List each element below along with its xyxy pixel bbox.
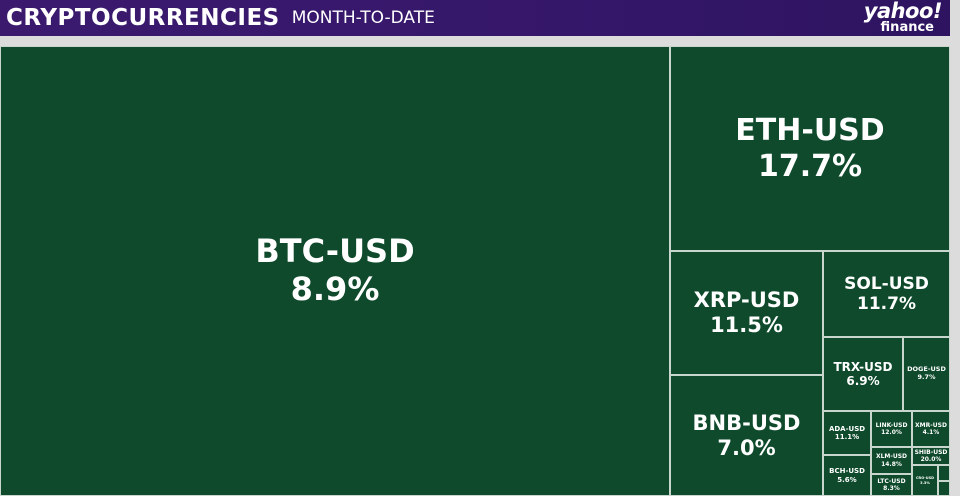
tile-label: LTC-USD — [877, 477, 906, 485]
tile-bnb-usd: BNB-USD 7.0% — [670, 375, 823, 496]
tile-label: DOGE-USD — [907, 365, 946, 374]
tile-value: 12.0% — [881, 429, 902, 436]
tile-label: ETH-USD — [735, 113, 885, 149]
tile-value: 4.1% — [922, 429, 940, 436]
tile-link-usd: LINK-USD 12.0% — [871, 411, 912, 447]
tile-value: 8.3% — [883, 485, 900, 492]
tile-sol-usd: SOL-USD 11.7% — [823, 251, 950, 337]
tile-value: 9.7% — [917, 373, 936, 381]
tile-label: TRX-USD — [833, 359, 893, 374]
chart-subtitle: MONTH-TO-DATE — [291, 8, 435, 28]
tile-btc-usd: BTC-USD 8.9% — [0, 46, 670, 496]
tile-trx-usd: TRX-USD 6.9% — [823, 337, 903, 411]
tile-value: 8.9% — [290, 270, 380, 308]
tile-label: XRP-USD — [693, 288, 800, 313]
tile-minor-2 — [938, 481, 950, 496]
tile-doge-usd: DOGE-USD 9.7% — [903, 337, 950, 411]
treemap: BTC-USD 8.9% ETH-USD 17.7% XRP-USD 11.5% SOL-U… — [0, 46, 950, 496]
tile-label: BCH-USD — [829, 467, 865, 476]
tile-label: ADA-USD — [828, 424, 866, 433]
tile-value: 20.0% — [920, 456, 942, 463]
tile-xmr-usd: XMR-USD 4.1% — [912, 411, 950, 447]
tile-label: LINK-USD — [875, 421, 908, 429]
tile-eth-usd: ETH-USD 17.7% — [670, 46, 950, 251]
tile-minor-1 — [938, 465, 950, 481]
tile-bch-usd: BCH-USD 5.6% — [823, 455, 871, 496]
chart-title: CRYPTOCURRENCIES — [6, 5, 280, 31]
tile-value: 11.1% — [834, 433, 860, 441]
tile-label: CRO-USD — [915, 476, 935, 481]
logo-finance: finance — [880, 20, 934, 35]
tile-label: SOL-USD — [844, 273, 929, 294]
tile-label: XLM-USD — [875, 453, 908, 461]
tile-xrp-usd: XRP-USD 11.5% — [670, 251, 823, 375]
tile-ada-usd: ADA-USD 11.1% — [823, 411, 871, 455]
tile-ltc-usd: LTC-USD 8.3% — [871, 474, 912, 496]
tile-value: 11.5% — [710, 313, 783, 337]
tile-cro-usd: CRO-USD 3.3% — [912, 465, 938, 496]
tile-value: 7.0% — [717, 435, 776, 460]
logo-yahoo: yahoo! — [863, 0, 943, 23]
tile-value: 5.6% — [837, 475, 857, 484]
tile-value: 14.8% — [881, 460, 902, 468]
tile-label: SHIB-USD — [914, 448, 948, 456]
right-edge — [950, 0, 960, 496]
tile-value: 11.7% — [857, 294, 916, 314]
header-divider — [0, 36, 950, 46]
tile-xlm-usd: XLM-USD 14.8% — [871, 447, 912, 474]
header-bar: CRYPTOCURRENCIES MONTH-TO-DATE yahoo! fi… — [0, 0, 950, 36]
tile-label: BNB-USD — [692, 410, 801, 435]
tile-value: 17.7% — [757, 148, 863, 184]
tile-value: 6.9% — [846, 374, 880, 388]
yahoo-finance-logo: yahoo! finance — [856, 0, 943, 36]
tile-label: XMR-USD — [915, 421, 947, 429]
tile-label: BTC-USD — [255, 232, 415, 271]
tile-shib-usd: SHIB-USD 20.0% — [912, 447, 950, 465]
tile-value: 3.3% — [920, 480, 930, 485]
